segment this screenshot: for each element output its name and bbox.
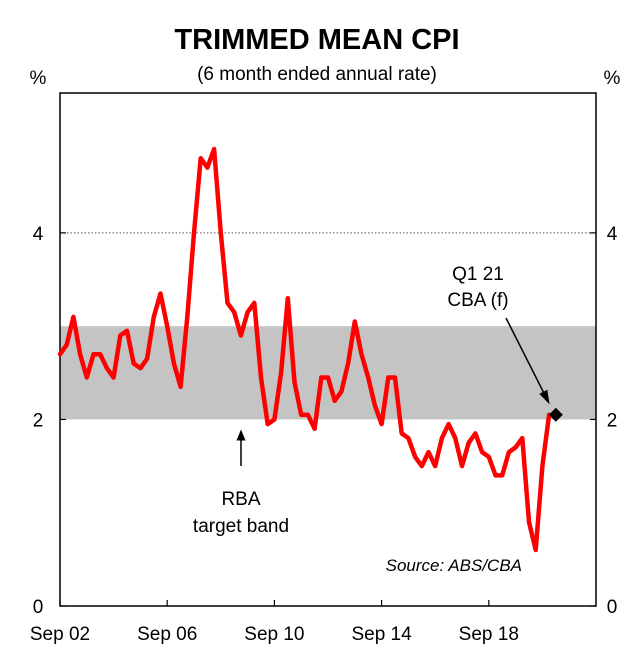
x-tick-label-0: Sep 02 [30,624,90,645]
y-axis-unit-left: % [30,68,47,89]
y-tick-label-right-0: 0 [607,597,618,618]
band-arrow-head [236,429,246,441]
forecast-label-line1: Q1 21 [452,264,504,285]
annotation-layer [236,317,563,466]
target-band-label-line2: target band [193,516,289,537]
series-layer [57,146,552,553]
axis-ticks-layer: 0 0 2 2 4 4 Sep 02 Sep 06 Sep 10 Sep 14 Sep 18 [30,224,618,645]
x-tick-label-1: Sep 06 [137,624,197,645]
target-band-label-line1: RBA [221,489,260,510]
target-band-layer [60,326,596,420]
y-tick-label-left-0: 0 [33,597,44,618]
y-tick-label-left-2: 2 [33,410,44,431]
forecast-label-line2: CBA (f) [447,290,508,311]
y-tick-label-left-4: 4 [33,224,44,245]
chart-subtitle: (6 month ended annual rate) [197,64,437,85]
x-tick-label-3: Sep 14 [351,624,412,645]
forecast-arrow-head [539,389,550,405]
target-band [60,326,596,420]
chart-title: TRIMMED MEAN CPI [174,24,459,56]
forecast-arrow-shaft [505,317,549,402]
forecast-marker [548,407,563,422]
y-tick-label-right-2: 2 [607,410,618,431]
x-tick-label-4: Sep 18 [459,624,519,645]
source-note: Source: ABS/CBA [386,556,522,575]
x-tick-label-2: Sep 10 [244,624,304,645]
y-axis-unit-right: % [604,68,621,89]
series-line-0 [57,146,552,553]
plot-area-frame [59,92,597,607]
y-tick-label-right-4: 4 [607,224,618,245]
